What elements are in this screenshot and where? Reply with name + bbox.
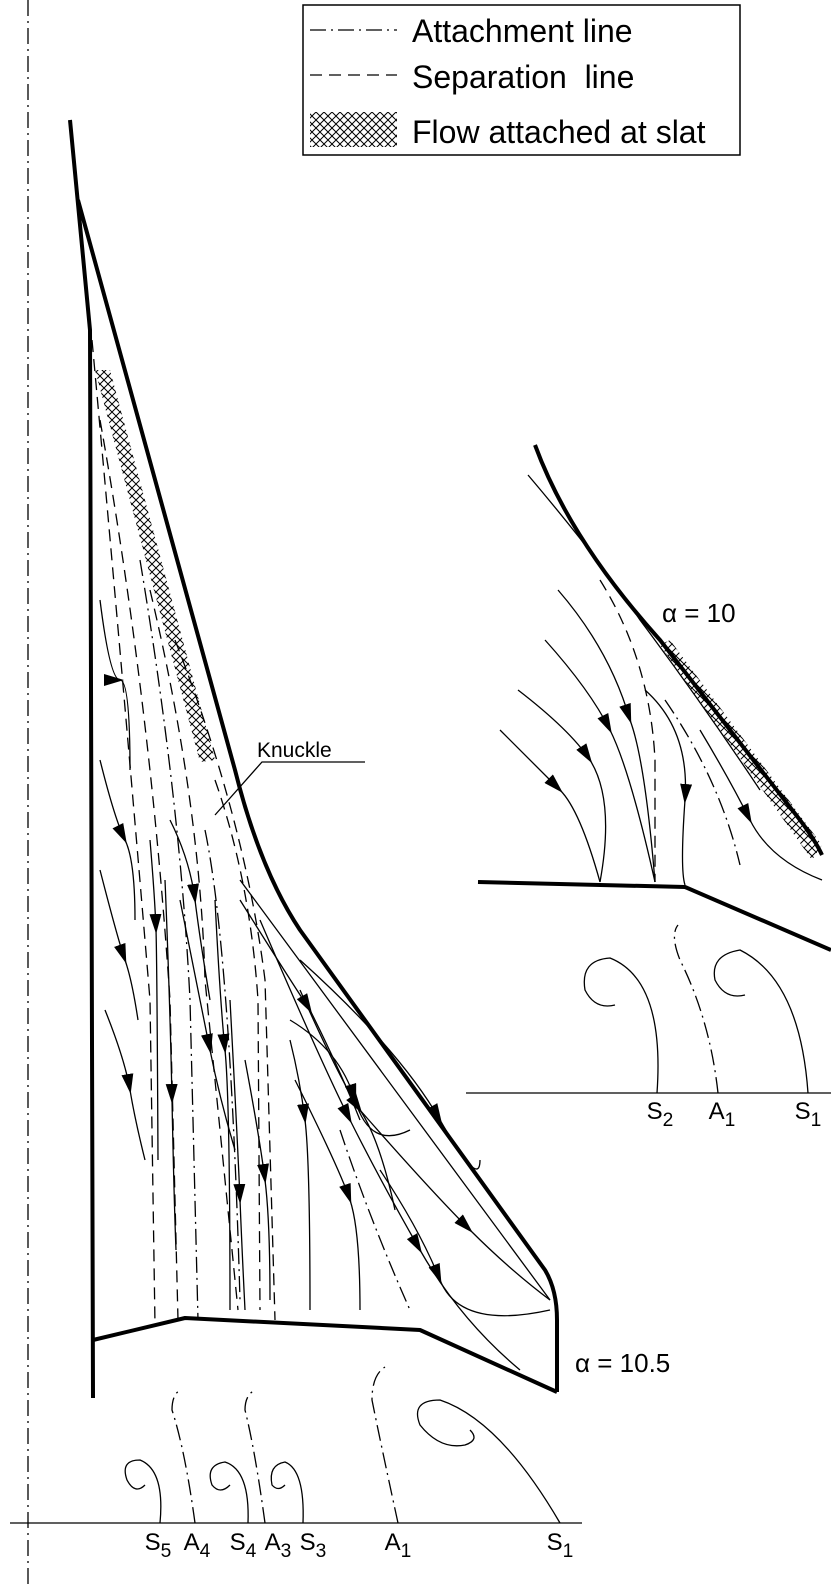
station-letter: S — [795, 1098, 811, 1125]
station-label: S4 — [230, 1529, 257, 1562]
knuckle-label: Knuckle — [257, 739, 332, 762]
flow-line — [214, 779, 261, 1311]
station-letter: S — [300, 1529, 316, 1556]
station-subscript: 5 — [161, 1541, 172, 1562]
flow-line — [299, 989, 396, 1211]
flow-line — [149, 589, 239, 1311]
station-letter: A — [265, 1529, 281, 1556]
station-label: S5 — [145, 1529, 172, 1562]
flow-line — [557, 589, 656, 883]
leading-edge — [76, 199, 559, 1392]
flow-line — [699, 729, 823, 881]
slat-hatch — [95, 370, 215, 762]
flow-line — [171, 1389, 196, 1524]
station-label: A3 — [265, 1529, 292, 1562]
flow-line — [270, 1461, 304, 1524]
station-label: S2 — [647, 1098, 674, 1131]
flow-line — [169, 819, 211, 1001]
station-subscript: 3 — [281, 1541, 292, 1562]
station-subscript: 1 — [563, 1541, 574, 1562]
station-subscript: 4 — [200, 1541, 211, 1562]
flow-line — [99, 869, 139, 1021]
flow-line — [359, 1109, 551, 1301]
trailing-edge — [92, 1316, 558, 1394]
flow-line — [673, 924, 719, 1094]
flow-line — [416, 1399, 561, 1524]
trailing-edge — [477, 880, 831, 952]
flow-line — [664, 699, 741, 866]
station-letter: S — [145, 1529, 161, 1556]
station-letter: S — [647, 1098, 663, 1125]
flow-line — [124, 1459, 162, 1524]
alpha-label: α = 10.5 — [575, 1348, 670, 1378]
leading-edge — [533, 444, 824, 856]
flow-line — [371, 1366, 399, 1524]
wing-root-edge — [68, 119, 95, 1399]
flow-line — [209, 1461, 249, 1524]
knuckle-leader — [214, 761, 365, 816]
station-label: A1 — [385, 1529, 412, 1562]
flow-line — [99, 759, 136, 921]
station-subscript: 1 — [401, 1541, 412, 1562]
legend-hatch-symbol — [310, 112, 397, 147]
legend: Attachment line Separation line Flow att… — [302, 4, 741, 156]
station-label: S1 — [547, 1529, 574, 1562]
flow-line — [214, 899, 231, 1311]
flow-line — [599, 579, 656, 882]
station-letter: A — [184, 1529, 200, 1556]
main-section: S5 A4 S4 A3 S3 A1 S1 — [10, 1366, 582, 1562]
flow-line — [104, 1009, 146, 1161]
flow-line — [259, 919, 521, 1371]
station-label: S1 — [795, 1098, 822, 1131]
station-letter: A — [385, 1529, 401, 1556]
flow-line — [229, 999, 246, 1311]
flow-line — [544, 639, 656, 883]
station-subscript: 1 — [725, 1110, 736, 1131]
station-label: A4 — [184, 1529, 211, 1562]
flow-line — [239, 879, 551, 1301]
flow-line — [139, 559, 199, 1321]
flow-line — [244, 1059, 271, 1301]
station-subscript: 3 — [316, 1541, 327, 1562]
alpha-label: α = 10 — [662, 598, 736, 628]
station-letter: S — [547, 1529, 563, 1556]
flow-line — [289, 1039, 311, 1311]
flow-line — [299, 959, 481, 1170]
station-subscript: 2 — [663, 1110, 674, 1131]
flow-line — [644, 689, 693, 886]
flow-line — [91, 339, 156, 1326]
legend-label: Attachment line — [412, 13, 633, 49]
flow-line — [379, 1169, 551, 1317]
inset-section: S2 A1 S1 — [466, 924, 831, 1131]
legend-label: Separation line — [412, 59, 634, 95]
station-subscript: 4 — [246, 1541, 257, 1562]
station-label: A1 — [709, 1098, 736, 1131]
legend-label: Flow attached at slat — [412, 114, 706, 150]
main-wing: Knuckle α = 10.5 — [68, 119, 670, 1399]
flow-line — [164, 879, 178, 1251]
flow-line — [339, 1129, 411, 1311]
flow-line — [149, 839, 162, 1161]
flow-line — [179, 899, 236, 1151]
station-letter: A — [709, 1098, 725, 1125]
flow-line — [244, 1389, 266, 1524]
flow-line — [499, 729, 601, 883]
inset-wing: α = 10 — [477, 444, 831, 952]
flow-line — [713, 949, 809, 1094]
flow-line — [527, 474, 761, 791]
station-label: S3 — [300, 1529, 327, 1562]
station-letter: S — [230, 1529, 246, 1556]
flow-line — [583, 957, 659, 1094]
flow-line — [289, 1019, 411, 1137]
flow-line — [517, 689, 607, 883]
flow-line — [204, 829, 241, 1301]
flow-line — [99, 599, 131, 771]
flow-line — [99, 419, 179, 1321]
flow-line — [174, 639, 276, 1321]
station-subscript: 1 — [811, 1110, 822, 1131]
